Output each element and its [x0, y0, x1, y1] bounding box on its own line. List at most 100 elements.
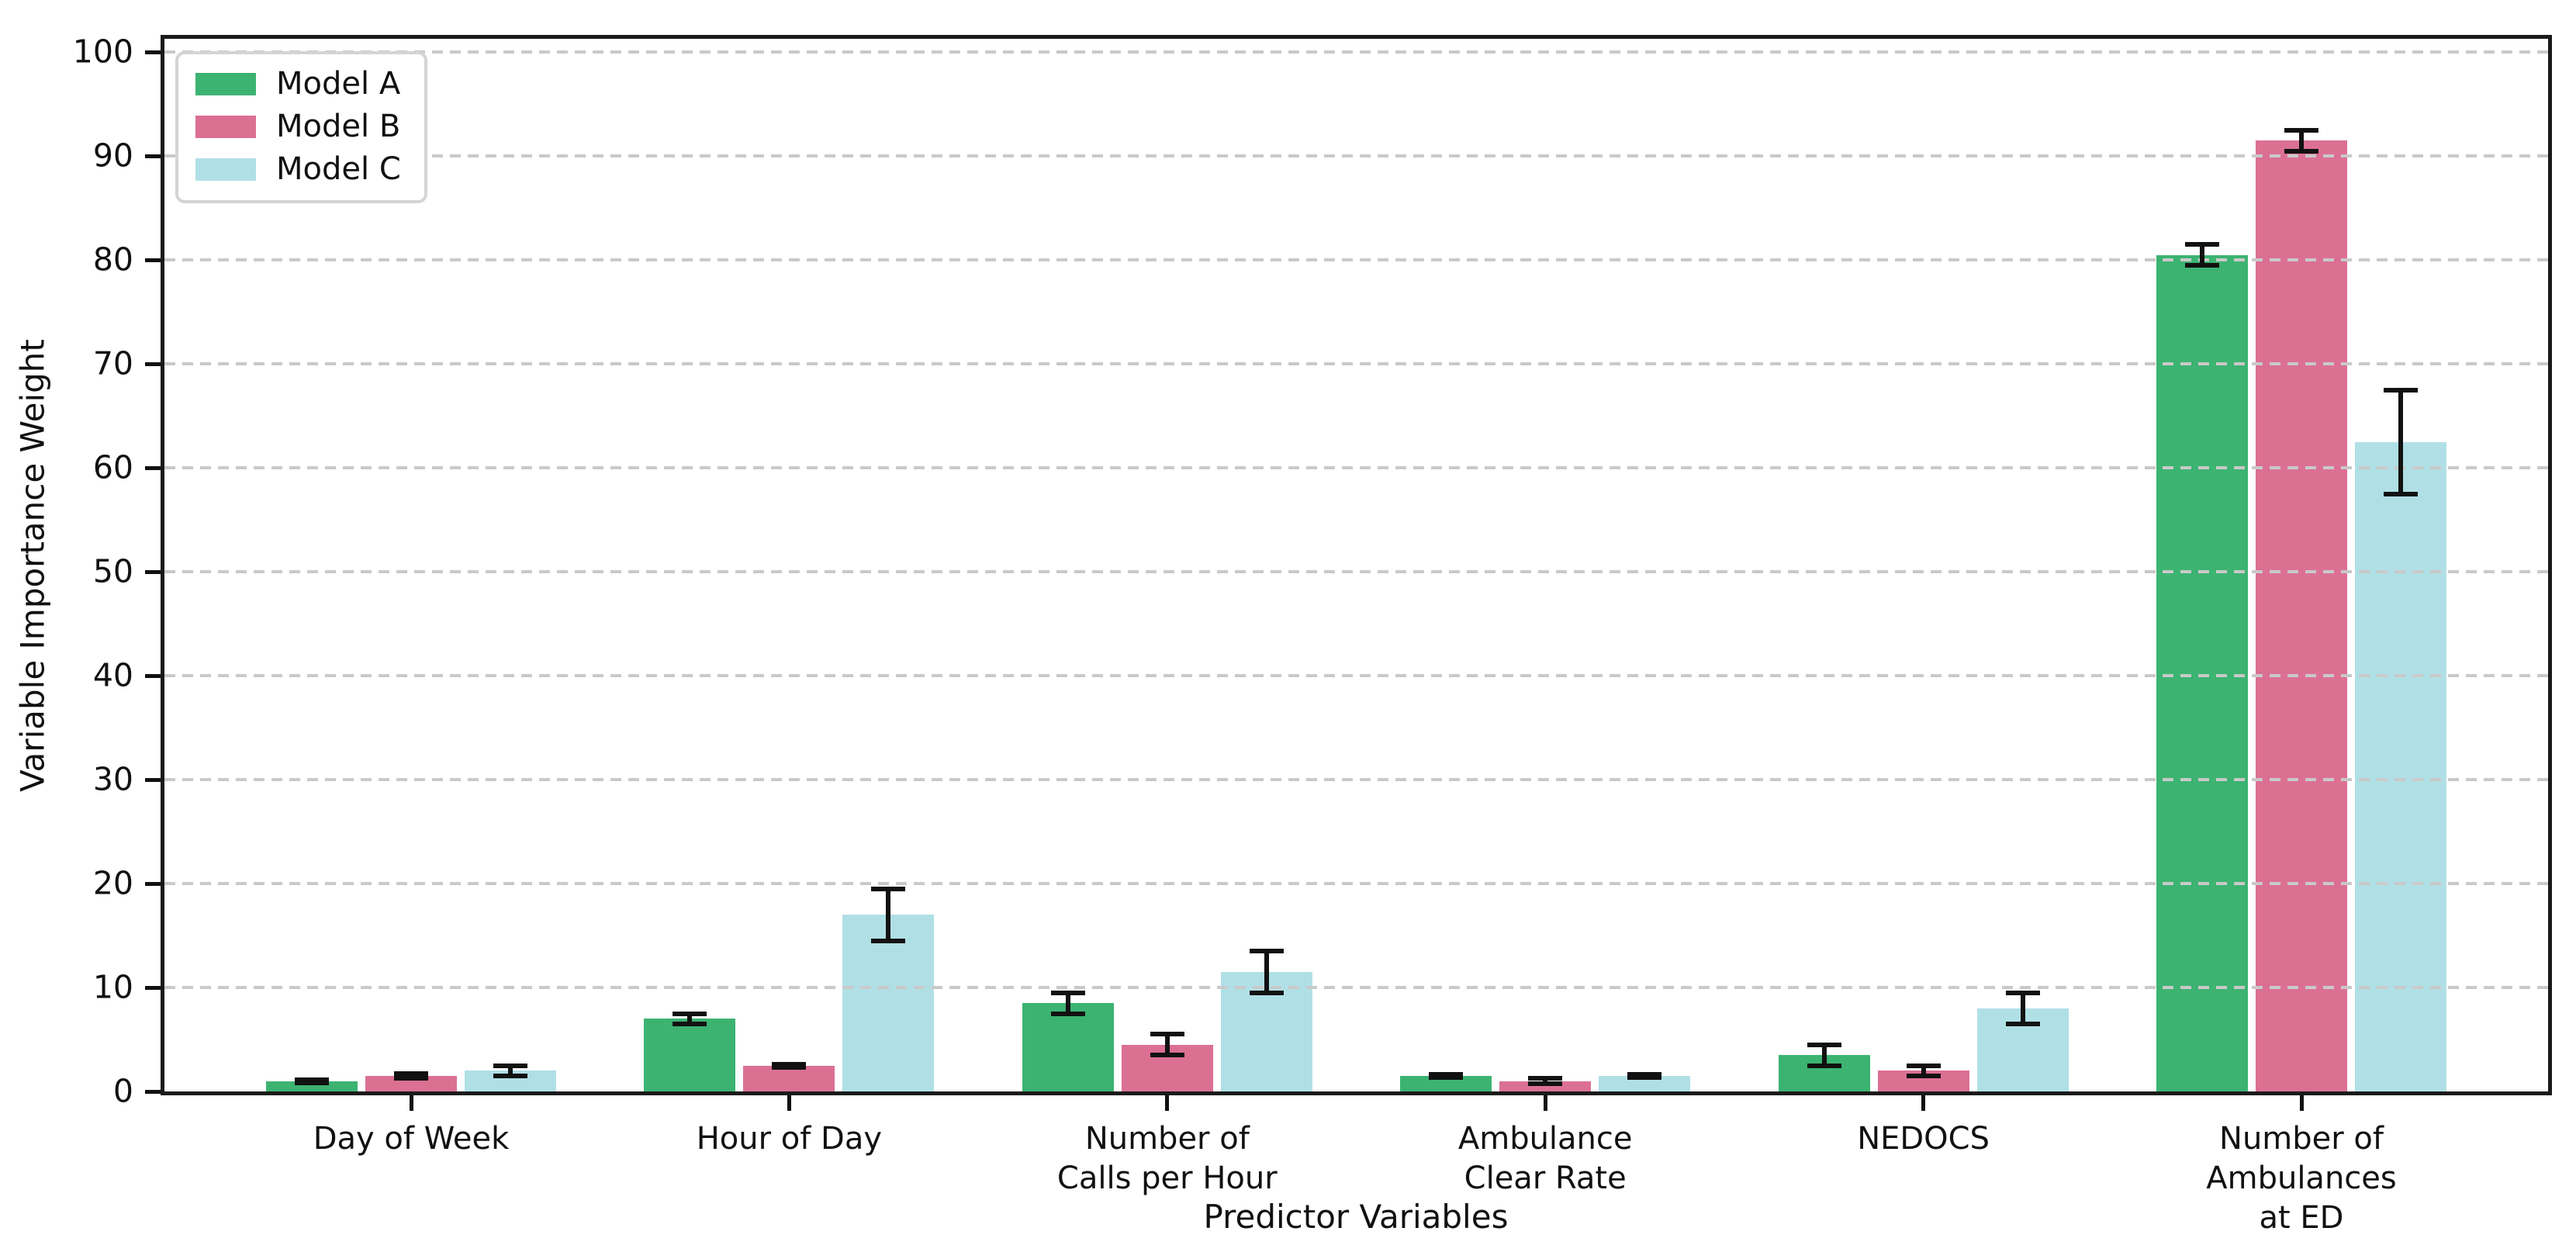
error-cap-upper-model-b-number-of-ambulances-at-ed	[2284, 127, 2318, 133]
error-cap-upper-model-b-ambulance-clear-rate	[1528, 1076, 1563, 1081]
error-bar-model-c-hour-of-day	[886, 888, 891, 941]
bar-model-b-number-of-ambulances-at-ed	[2256, 140, 2347, 1091]
error-cap-lower-model-c-number-of-ambulances-at-ed	[2384, 491, 2418, 496]
bar-model-b-day-of-week	[365, 1075, 457, 1091]
y-tick-90	[145, 154, 161, 158]
y-tick-70	[145, 361, 161, 366]
plot-area: Model A Model B Model C 0 10 20 30 40 50 60 70 80 9…	[73, 35, 2552, 1236]
y-tick-40	[145, 673, 161, 678]
error-cap-upper-model-b-nedocs	[1906, 1063, 1941, 1068]
bar-model-a-number-of-calls-per-hour	[1022, 1003, 1114, 1091]
error-cap-lower-model-c-ambulance-clear-rate	[1627, 1074, 1662, 1080]
category-label-hour-of-day: Hour of Day	[696, 1121, 883, 1157]
error-cap-lower-model-b-nedocs	[1906, 1073, 1941, 1078]
error-cap-lower-model-a-number-of-calls-per-hour	[1050, 1011, 1085, 1016]
error-cap-lower-model-a-day-of-week	[295, 1080, 329, 1085]
error-cap-upper-model-a-number-of-ambulances-at-ed	[2185, 242, 2219, 247]
legend-swatch-model-c	[195, 157, 256, 181]
gridline-y-40	[164, 674, 2548, 678]
bar-model-b-ambulance-clear-rate	[1499, 1081, 1592, 1091]
y-axis-title: Variable Importance Weight	[13, 339, 52, 792]
y-tick-label-50: 50	[92, 552, 133, 590]
error-cap-upper-model-c-day-of-week	[493, 1063, 527, 1068]
x-tick-day-of-week	[409, 1095, 413, 1111]
error-cap-lower-model-c-number-of-calls-per-hour	[1249, 990, 1284, 995]
error-cap-upper-model-a-ambulance-clear-rate	[1429, 1071, 1464, 1077]
y-tick-60	[145, 465, 161, 470]
y-tick-100	[145, 50, 161, 54]
y-tick-label-0: 0	[112, 1072, 133, 1110]
error-cap-lower-model-a-number-of-ambulances-at-ed	[2185, 263, 2219, 268]
bar-model-a-number-of-ambulances-at-ed	[2156, 254, 2248, 1091]
legend-swatch-model-a	[195, 72, 256, 95]
category-label-day-of-week: Day of Week	[313, 1121, 510, 1157]
y-tick-label-90: 90	[92, 137, 133, 175]
x-tick-number-of-calls-per-hour	[1165, 1095, 1170, 1111]
y-tick-label-100: 100	[72, 33, 133, 71]
error-cap-upper-model-b-number-of-calls-per-hour	[1150, 1032, 1184, 1037]
bar-model-a-ambulance-clear-rate	[1400, 1075, 1492, 1091]
gridline-y-30	[164, 778, 2548, 782]
y-tick-label-30: 30	[92, 760, 133, 798]
category-label-number-of-ambulances-at-ed: Number of Ambulances at ED	[2206, 1121, 2397, 1237]
error-bar-model-c-number-of-ambulances-at-ed	[2398, 389, 2403, 494]
x-tick-number-of-ambulances-at-ed	[2299, 1095, 2304, 1111]
error-cap-lower-model-a-ambulance-clear-rate	[1429, 1074, 1464, 1080]
error-cap-lower-model-b-ambulance-clear-rate	[1528, 1081, 1563, 1086]
y-tick-label-10: 10	[92, 968, 133, 1006]
legend-row-model-c: Model C	[195, 152, 401, 186]
error-cap-upper-model-a-nedocs	[1807, 1042, 1841, 1047]
error-cap-upper-model-c-number-of-ambulances-at-ed	[2384, 387, 2418, 393]
category-label-number-of-calls-per-hour: Number of Calls per Hour	[1056, 1121, 1278, 1197]
error-bar-model-a-nedocs	[1821, 1044, 1827, 1066]
error-cap-lower-model-a-hour-of-day	[673, 1021, 707, 1026]
error-cap-lower-model-c-nedocs	[2005, 1021, 2040, 1026]
y-tick-label-40: 40	[92, 656, 133, 694]
category-label-ambulance-clear-rate: Ambulance Clear Rate	[1457, 1121, 1633, 1197]
bar-model-a-hour-of-day	[644, 1019, 736, 1091]
error-bar-model-c-day-of-week	[508, 1065, 513, 1076]
error-cap-upper-model-b-hour-of-day	[772, 1061, 807, 1067]
error-cap-lower-model-b-hour-of-day	[772, 1064, 807, 1070]
error-cap-upper-model-c-number-of-calls-per-hour	[1249, 949, 1284, 954]
error-bar-model-c-nedocs	[2020, 992, 2025, 1024]
error-bar-model-b-ambulance-clear-rate	[1543, 1078, 1548, 1084]
bar-model-c-hour-of-day	[842, 915, 935, 1091]
legend-label-model-c: Model C	[276, 151, 401, 187]
y-tick-80	[145, 258, 161, 262]
gridline-y-50	[164, 570, 2548, 574]
y-tick-label-70: 70	[92, 344, 133, 382]
y-tick-label-60: 60	[92, 448, 133, 486]
bar-model-c-number-of-ambulances-at-ed	[2355, 441, 2446, 1091]
error-cap-lower-model-b-number-of-ambulances-at-ed	[2284, 148, 2318, 154]
y-tick-10	[145, 985, 161, 990]
bar-model-c-ambulance-clear-rate	[1599, 1075, 1691, 1091]
y-tick-0	[145, 1089, 161, 1094]
gridline-y-70	[164, 362, 2548, 366]
legend-row-model-a: Model A	[195, 67, 401, 101]
bar-model-a-day-of-week	[266, 1081, 358, 1091]
error-cap-lower-model-b-number-of-calls-per-hour	[1150, 1053, 1184, 1058]
legend-swatch-model-b	[195, 115, 256, 138]
gridline-y-100	[164, 50, 2548, 54]
bar-model-b-hour-of-day	[743, 1065, 835, 1091]
y-tick-30	[145, 777, 161, 782]
error-bar-model-c-number-of-calls-per-hour	[1264, 951, 1269, 993]
error-cap-lower-model-c-day-of-week	[493, 1073, 527, 1078]
error-cap-lower-model-c-hour-of-day	[871, 938, 906, 943]
category-label-nedocs: NEDOCS	[1857, 1121, 1990, 1157]
error-cap-upper-model-a-day-of-week	[295, 1077, 329, 1082]
x-tick-hour-of-day	[787, 1095, 791, 1111]
y-tick-label-20: 20	[92, 864, 133, 902]
error-cap-upper-model-c-hour-of-day	[871, 886, 906, 891]
legend-label-model-b: Model B	[276, 109, 401, 144]
y-tick-50	[145, 569, 161, 574]
gridline-y-80	[164, 258, 2548, 262]
error-bar-model-a-hour-of-day	[687, 1013, 693, 1024]
legend: Model A Model B Model C	[175, 51, 427, 203]
x-tick-nedocs	[1921, 1095, 1926, 1111]
error-cap-upper-model-a-hour-of-day	[673, 1011, 707, 1016]
error-cap-upper-model-b-day-of-week	[394, 1071, 428, 1077]
error-cap-upper-model-c-nedocs	[2005, 990, 2040, 995]
